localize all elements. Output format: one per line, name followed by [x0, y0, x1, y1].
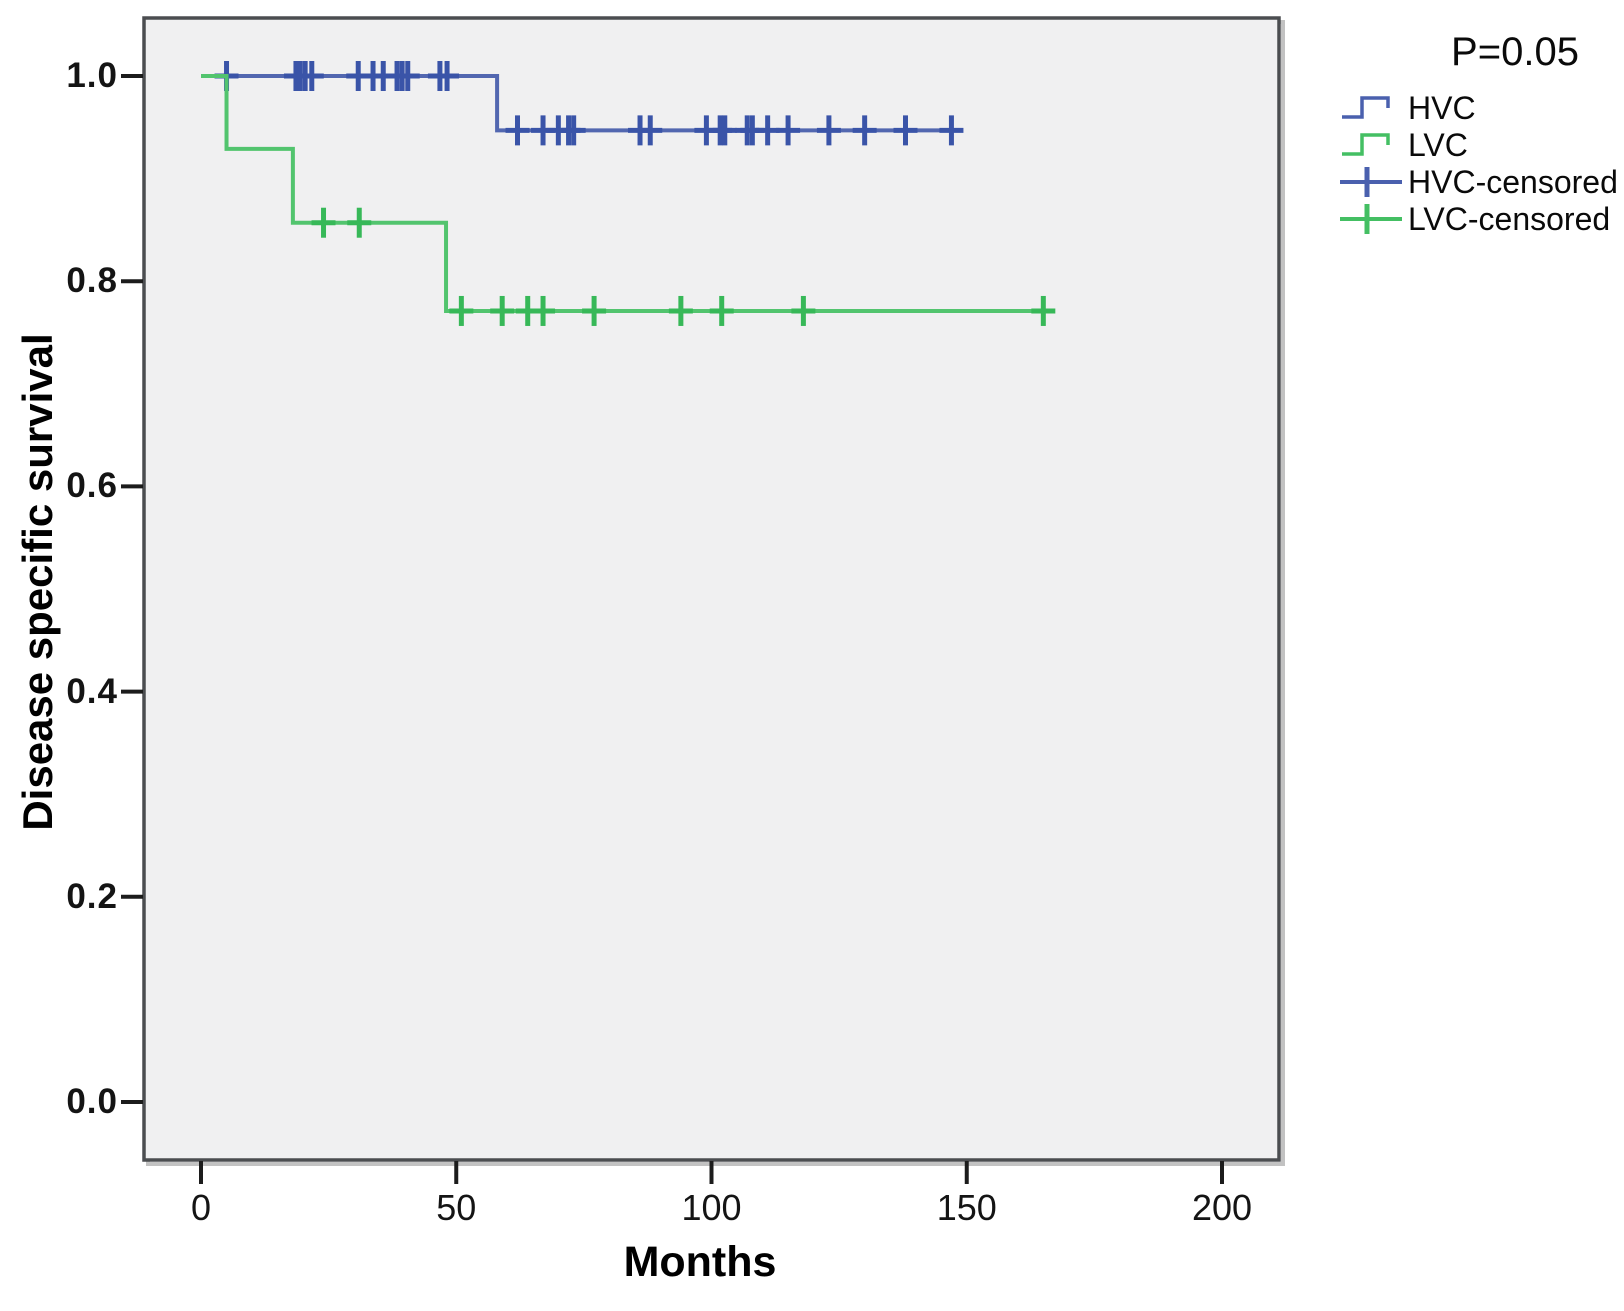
legend-item-hvc: HVC [1340, 89, 1624, 126]
legend-item-lvc: LVC [1340, 126, 1624, 163]
x-tick-label: 200 [1191, 1187, 1253, 1228]
step-line-icon [1342, 132, 1390, 156]
curve-lvc [201, 74, 1054, 313]
plus-censored-icon [1340, 203, 1402, 234]
y-tick-label: 0.8 [66, 261, 118, 301]
p-value-annotation: P=0.05 [1451, 30, 1579, 74]
y-tick-label: 0.2 [66, 876, 118, 916]
x-tick-label: 50 [436, 1187, 477, 1228]
legend-label: HVC-censored [1408, 163, 1618, 200]
legend-item-lvc-censored: LVC-censored [1340, 200, 1624, 237]
legend: P=0.05 HVC LVC HVC-censored LVC-censored [1340, 30, 1624, 237]
y-axis-title: Disease specific survival [14, 333, 61, 831]
y-tick-label: 0.0 [66, 1082, 118, 1121]
plot-box [142, 16, 1281, 1162]
legend-label: HVC [1408, 89, 1476, 126]
x-tick-label: 100 [681, 1187, 742, 1228]
y-tick-label: 0.6 [66, 466, 118, 506]
y-tick-label: 0.4 [66, 671, 118, 711]
x-tick-label: 150 [936, 1187, 997, 1228]
legend-item-hvc-censored: HVC-censored [1340, 163, 1624, 200]
x-axis-title: Months [623, 1238, 777, 1286]
step-line-icon [1342, 95, 1390, 119]
x-tick-label: 0 [190, 1187, 212, 1228]
y-tick-label: 1.0 [66, 56, 118, 95]
legend-label: LVC-censored [1408, 200, 1611, 237]
legend-label: LVC [1408, 126, 1468, 163]
legend-entries: HVC LVC HVC-censored LVC-censored [1340, 89, 1624, 237]
plus-censored-icon [1340, 166, 1402, 197]
